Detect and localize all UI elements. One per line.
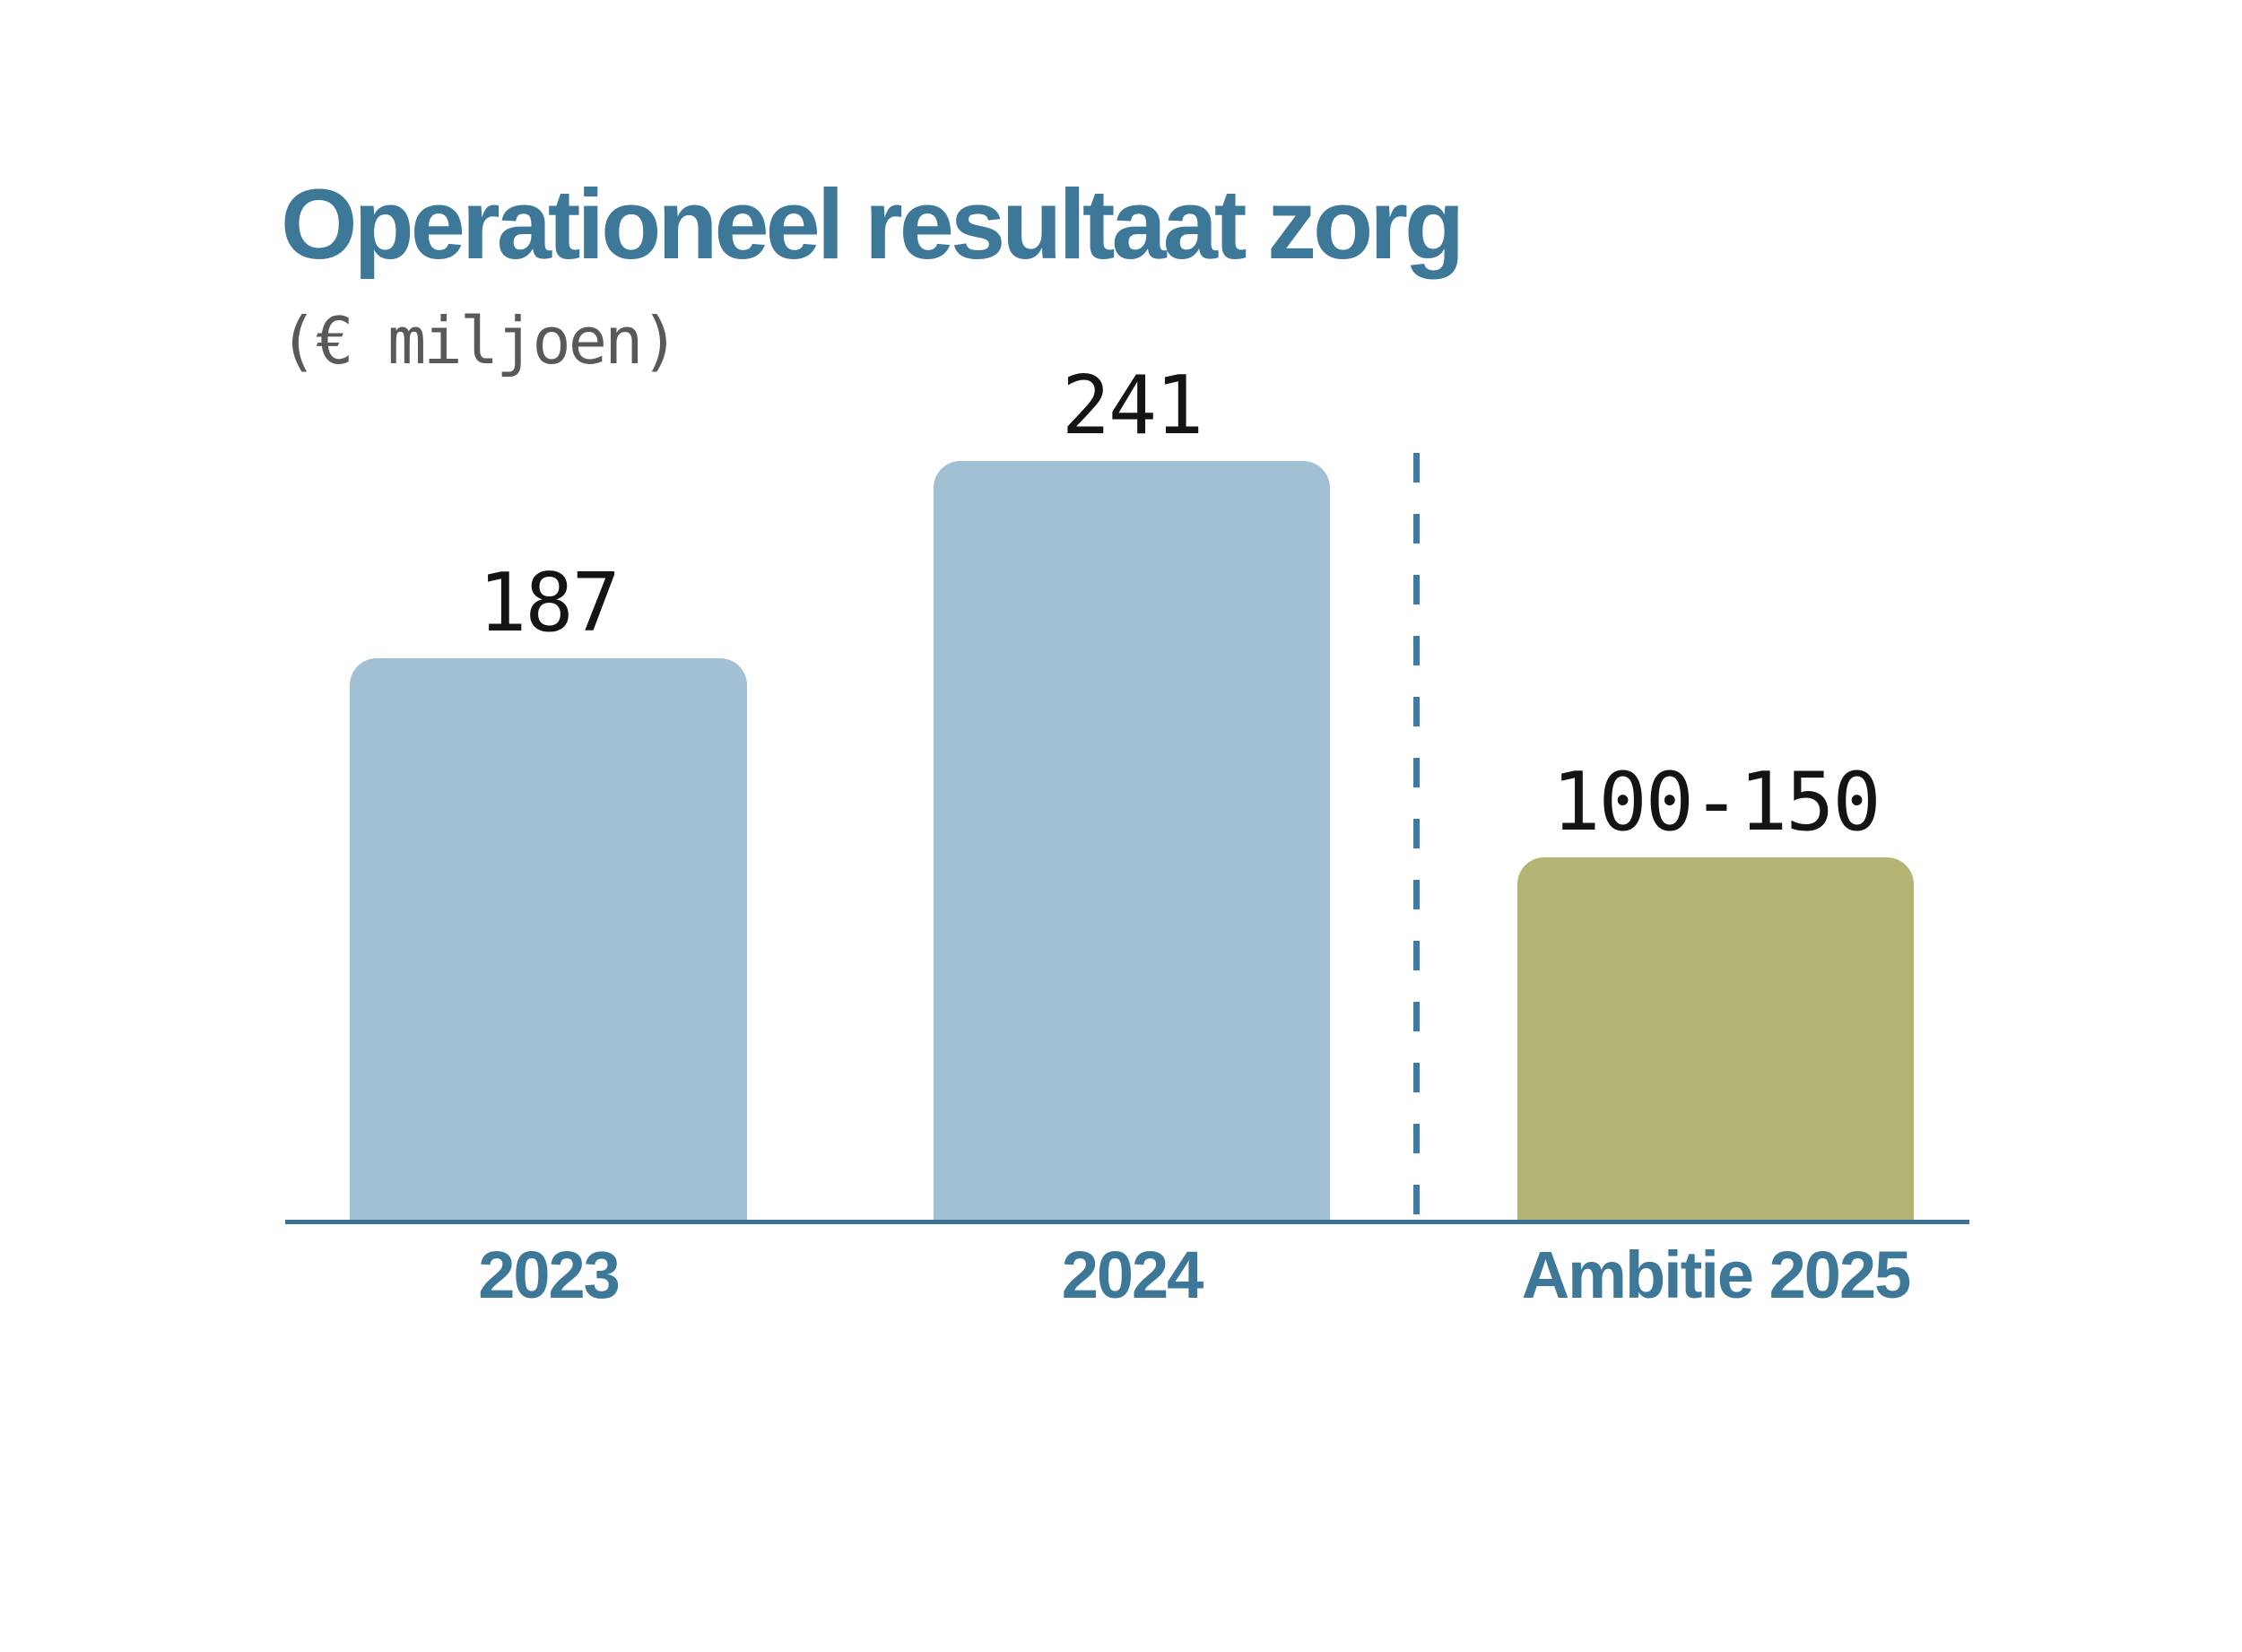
chart-subtitle: (€ miljoen)	[279, 303, 680, 378]
bar-2023	[350, 658, 747, 1222]
dashed-separator-line	[1413, 453, 1420, 1221]
bar-2024	[934, 461, 1330, 1222]
category-label-ambitie-2025: Ambitie 2025	[1521, 1238, 1912, 1312]
value-label-2023: 187	[478, 556, 621, 650]
x-axis-line	[285, 1220, 1969, 1224]
value-label-2024: 241	[1061, 359, 1204, 453]
category-label-2024: 2024	[1061, 1238, 1204, 1312]
bar-ambitie-2025	[1517, 857, 1914, 1222]
chart-title: Operationeel resultaat zorg	[281, 170, 1464, 280]
value-label-ambitie-2025: 100-150	[1551, 755, 1881, 849]
category-label-2023: 2023	[478, 1238, 621, 1312]
